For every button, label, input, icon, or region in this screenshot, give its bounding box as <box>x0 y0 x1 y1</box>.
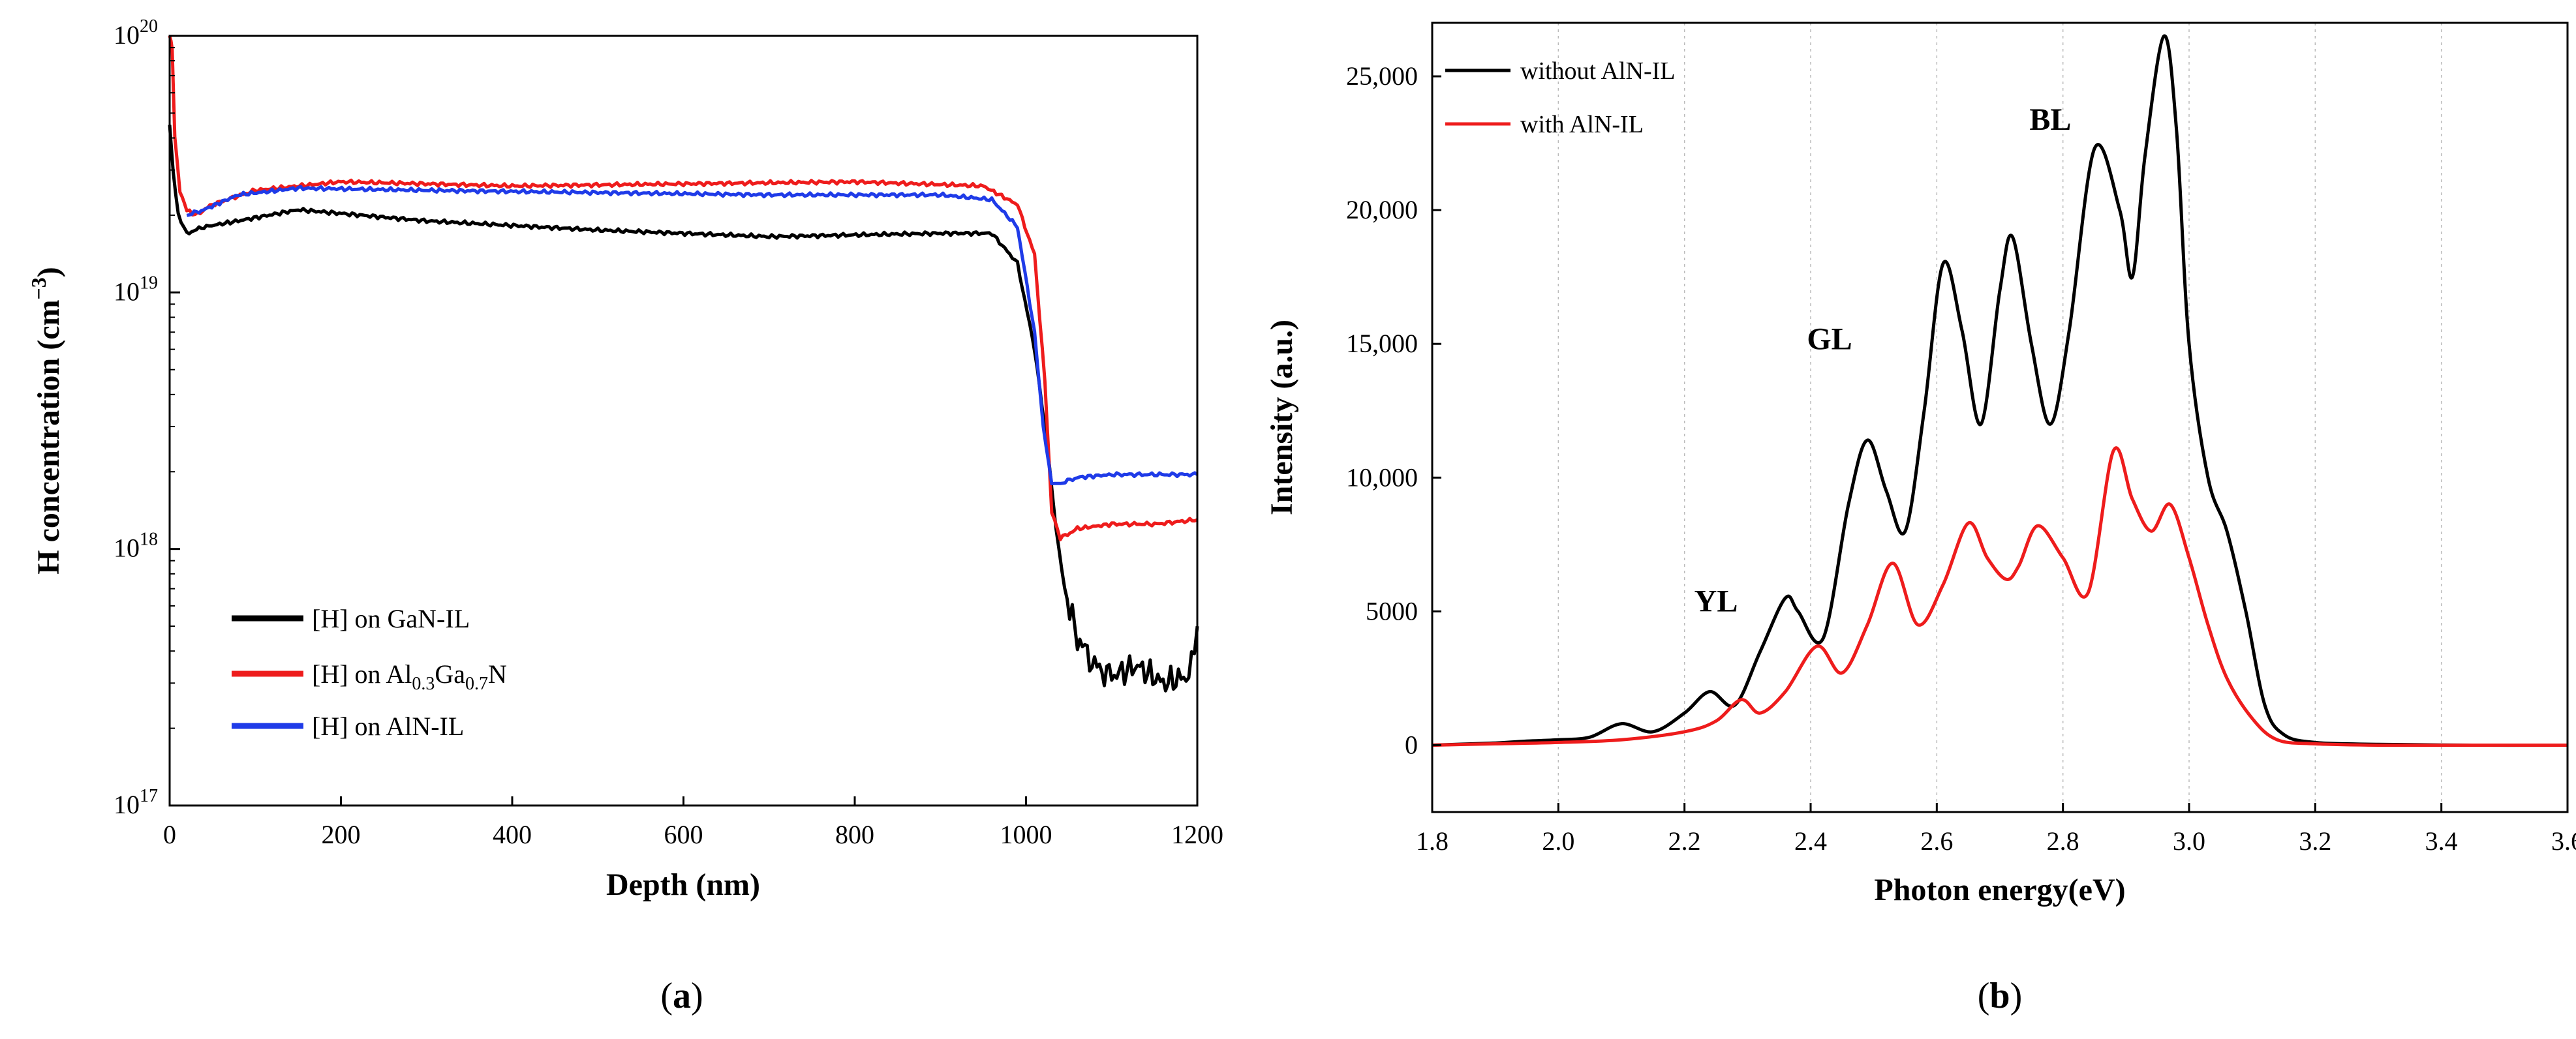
series-line-h-on-gan-il <box>168 125 1199 693</box>
legend-label-algan-sub1: 0.3 <box>412 674 435 694</box>
panel-a-y-ticks: 1017 1018 1019 1020 <box>114 16 180 819</box>
panel-b: 1.8 2.0 2.2 2.4 2.6 2.8 3.0 3.2 3.4 3.6 0 5000 10,0… <box>1265 22 2576 1016</box>
panel-a-x-ticks: 0 200 400 600 800 1000 1200 <box>163 796 1223 849</box>
x-tick-label-600: 600 <box>664 820 703 849</box>
series-line-without-aln-il <box>1432 34 2568 747</box>
legend-label-algan-mid: Ga <box>435 659 465 689</box>
b-x-tick-label-2.2: 2.2 <box>1668 826 1701 856</box>
panel-b-legend: without AlN-IL with AlN-IL <box>1445 57 1675 138</box>
series-line-h-on-al0-3ga0-7n <box>168 35 1199 541</box>
b-x-tick-label-2.4: 2.4 <box>1794 826 1827 856</box>
b-x-tick-label-3.4: 3.4 <box>2425 826 2458 856</box>
x-tick-label-1200: 1200 <box>1171 820 1223 849</box>
b-y-tick-label-25-000: 25,000 <box>1346 61 1418 91</box>
b-x-tick-label-2.8: 2.8 <box>2047 826 2079 856</box>
legend-label-algan: [H] on Al0.3Ga0.7N <box>312 659 507 694</box>
panel-a-y-axis-title-main: H concentration (cm <box>31 299 66 574</box>
panel-b-annotations: YL GL BL <box>1694 102 2072 618</box>
panel-b-x-axis-title: Photon energy(eV) <box>1874 873 2125 907</box>
panel-a: 0 200 400 600 800 1000 1200 1017 1018 1019 1020 D… <box>27 16 1223 1016</box>
panel-a-x-axis-title: Depth (nm) <box>606 867 760 902</box>
panel-b-plot-frame <box>1431 22 2569 813</box>
b-x-tick-label-3.2: 3.2 <box>2299 826 2331 856</box>
annotation-gl: GL <box>1807 322 1852 356</box>
b-y-tick-label-15-000: 15,000 <box>1346 329 1418 358</box>
panel-a-caption: (a) <box>660 976 703 1016</box>
panel-b-grid <box>1557 23 2442 812</box>
panel-b-series-group <box>1432 34 2568 747</box>
x-tick-label-1000: 1000 <box>1000 820 1052 849</box>
legend-label-with-aln: with AlN-IL <box>1520 111 1644 138</box>
b-x-tick-label-3.6: 3.6 <box>2551 826 2576 856</box>
b-x-tick-label-2.0: 2.0 <box>1542 826 1574 856</box>
panel-a-y-axis-title-exponent: −3 <box>27 277 50 299</box>
b-x-tick-label-3.0: 3.0 <box>2173 826 2205 856</box>
panel-a-series-group <box>168 35 1199 693</box>
panel-b-caption-letter: b <box>1989 976 2010 1016</box>
legend-label-algan-sub2: 0.7 <box>465 674 488 694</box>
panel-b-caption: (b) <box>1978 976 2022 1016</box>
x-tick-label-200: 200 <box>322 820 361 849</box>
b-y-tick-label-5000: 5000 <box>1366 596 1418 625</box>
panel-a-legend: [H] on GaN-IL [H] on Al0.3Ga0.7N [H] on … <box>232 604 507 741</box>
b-x-tick-label-1.8: 1.8 <box>1416 826 1449 856</box>
y-tick-label-1e18: 1018 <box>114 530 158 563</box>
y-tick-label-1e19: 1019 <box>114 273 158 306</box>
legend-label-aln-il: [H] on AlN-IL <box>312 712 464 741</box>
legend-label-algan-post: N <box>488 659 507 689</box>
y-tick-label-1e17: 1017 <box>114 786 158 819</box>
series-line-with-aln-il <box>1432 446 2568 747</box>
panel-a-y-axis-title-close: ) <box>31 267 66 277</box>
x-tick-label-800: 800 <box>835 820 874 849</box>
panel-a-y-axis-title: H concentration (cm−3) <box>27 267 66 574</box>
b-y-tick-label-0: 0 <box>1405 730 1418 759</box>
annotation-yl: YL <box>1694 584 1738 618</box>
series-line-h-on-aln-il <box>186 185 1199 486</box>
legend-label-algan-pre: [H] on Al <box>312 659 412 689</box>
x-tick-label-400: 400 <box>493 820 532 849</box>
b-x-tick-label-2.6: 2.6 <box>1920 826 1953 856</box>
b-y-tick-label-10-000: 10,000 <box>1346 462 1418 492</box>
panel-a-caption-letter: a <box>673 976 691 1016</box>
b-y-tick-label-20-000: 20,000 <box>1346 195 1418 224</box>
panel-b-x-ticks: 1.8 2.0 2.2 2.4 2.6 2.8 3.0 3.2 3.4 3.6 <box>1416 803 2576 856</box>
annotation-bl: BL <box>2029 102 2071 137</box>
legend-label-without-aln: without AlN-IL <box>1520 57 1675 85</box>
y-tick-label-1e20: 1020 <box>114 16 158 50</box>
panel-b-y-ticks: 0 5000 10,000 15,000 20,000 25,000 <box>1346 61 1441 759</box>
legend-label-gan-il: [H] on GaN-IL <box>312 604 470 633</box>
x-tick-label-0: 0 <box>163 820 176 849</box>
panel-b-y-axis-title: Intensity (a.u.) <box>1265 320 1299 515</box>
